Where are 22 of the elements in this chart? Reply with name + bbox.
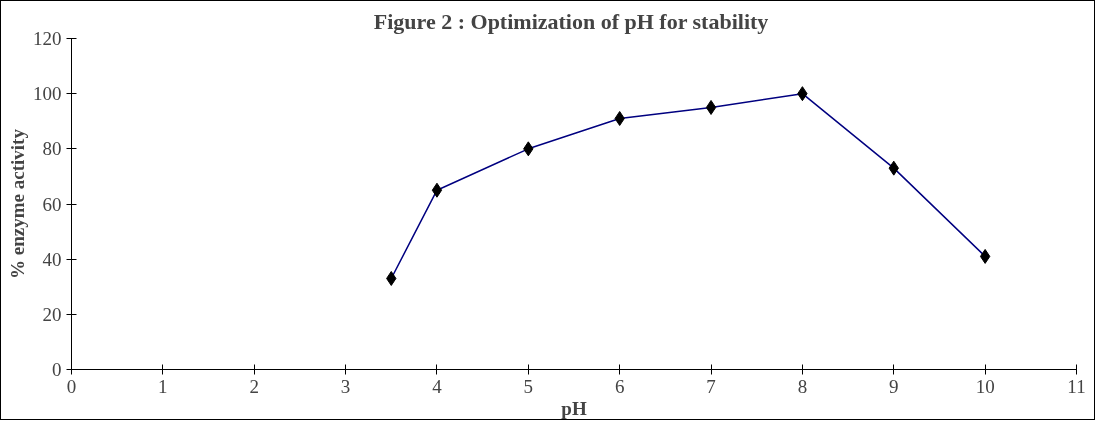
y-axis-title: % enzyme activity — [7, 128, 28, 279]
x-axis-title: pH — [561, 397, 587, 419]
x-tick-label: 11 — [1067, 375, 1086, 397]
x-tick-label: 0 — [66, 375, 77, 397]
x-tick-label: 1 — [158, 375, 168, 397]
y-tick-label: 0 — [52, 359, 62, 380]
y-tick-label: 20 — [42, 303, 62, 325]
y-tick-label: 100 — [33, 83, 62, 105]
x-tick-label: 8 — [797, 375, 808, 397]
chart-title: Figure 2 : Optimization of pH for stability — [373, 8, 769, 34]
x-tick-label: 2 — [249, 375, 259, 397]
y-tick-label: 80 — [42, 138, 62, 160]
x-tick-label: 4 — [432, 375, 443, 397]
x-tick-label: 9 — [889, 375, 899, 397]
x-tick-label: 6 — [614, 375, 625, 397]
y-tick-label: 40 — [42, 248, 62, 270]
x-tick-label: 3 — [340, 375, 351, 397]
x-tick-label: 10 — [975, 375, 995, 397]
x-tick-label: 5 — [523, 375, 534, 397]
y-tick-label: 120 — [33, 28, 62, 49]
x-tick-label: 7 — [706, 375, 716, 397]
y-tick-label: 60 — [42, 193, 62, 215]
